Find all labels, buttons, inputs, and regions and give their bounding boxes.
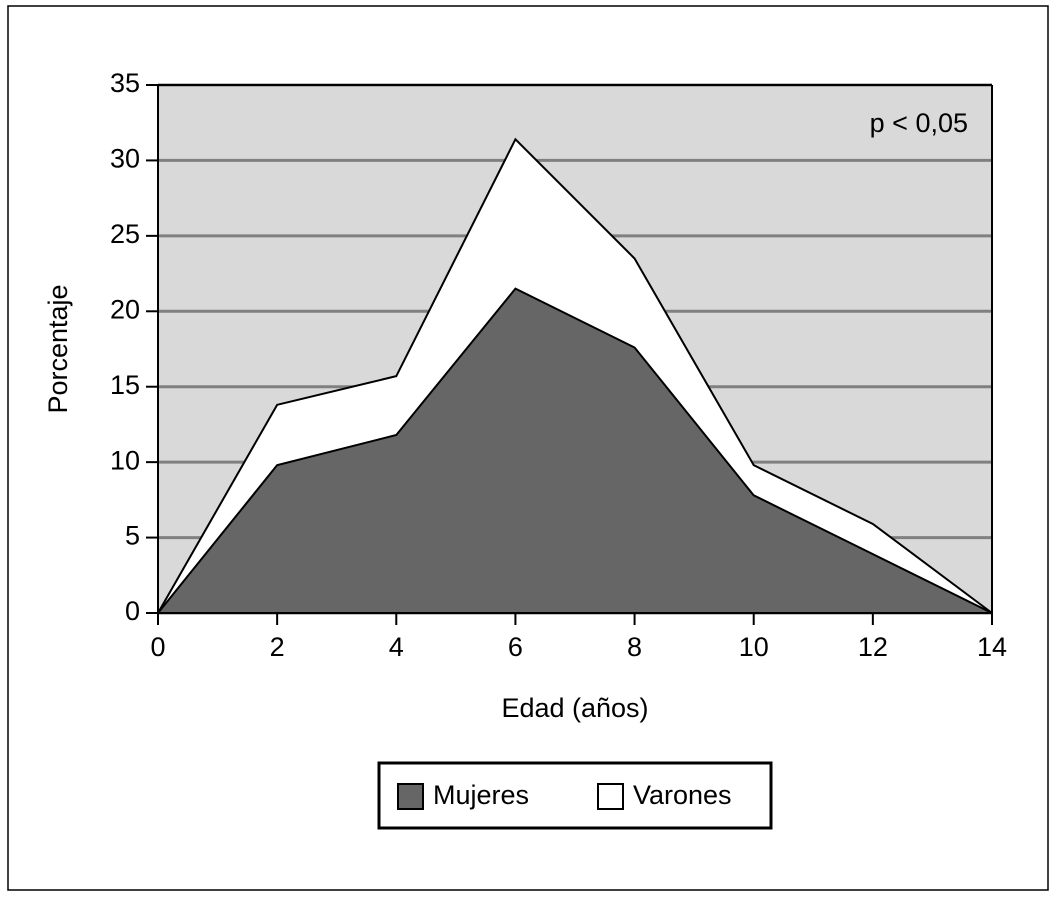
y-tick-label: 35 (110, 68, 140, 98)
x-tick-label: 8 (627, 632, 642, 662)
y-tick-label: 0 (125, 596, 140, 626)
x-tick-label: 10 (739, 632, 769, 662)
legend (377, 761, 773, 830)
x-tick-label: 4 (389, 632, 404, 662)
y-tick-label: 25 (110, 219, 140, 249)
annotation: p < 0,05 (870, 108, 968, 138)
legend-label: Mujeres (433, 780, 529, 810)
x-tick-label: 0 (150, 632, 165, 662)
x-tick-label: 2 (270, 632, 285, 662)
legend-swatch (597, 783, 624, 810)
y-tick-label: 15 (110, 370, 140, 400)
y-axis-label: Porcentaje (43, 284, 73, 413)
legend-label: Varones (633, 780, 732, 810)
x-axis-label: Edad (años) (501, 693, 648, 723)
area-line (157, 137, 993, 614)
x-tick-label: 12 (858, 632, 888, 662)
x-tick-label: 14 (977, 632, 1007, 662)
y-tick-label: 5 (125, 521, 140, 551)
y-tick-label: 10 (110, 445, 140, 475)
y-tick-label: 30 (110, 144, 140, 174)
y-tick-label: 20 (110, 294, 140, 324)
x-tick-label: 6 (508, 632, 523, 662)
legend-swatch (397, 783, 424, 810)
area-line (157, 287, 993, 614)
area-fill (158, 288, 992, 613)
